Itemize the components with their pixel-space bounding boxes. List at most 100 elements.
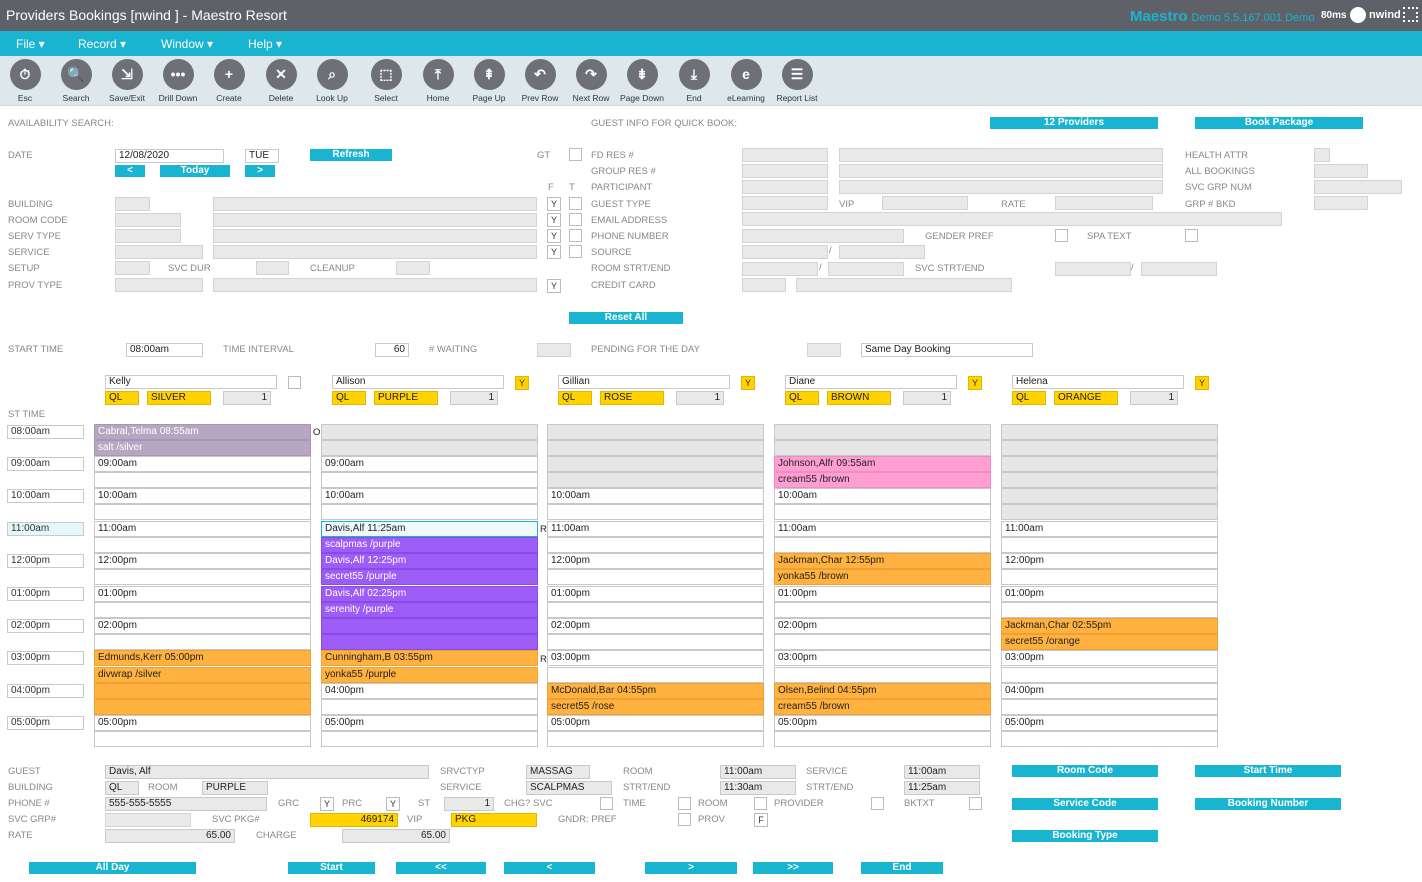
time-slot[interactable]: 08:00am: [7, 425, 84, 439]
schedule-cell[interactable]: [1001, 667, 1218, 683]
toolbar-button-esc[interactable]: ⏱ Esc: [0, 59, 50, 103]
schedule-cell[interactable]: secret55 /purple: [321, 569, 538, 585]
provider-flag[interactable]: Y: [968, 376, 982, 390]
pending-value[interactable]: Same Day Booking: [861, 343, 1033, 357]
search-field-3[interactable]: [115, 245, 203, 259]
providers-button[interactable]: 12 Providers: [990, 117, 1158, 129]
schedule-cell[interactable]: [94, 569, 311, 585]
guest-field-b2[interactable]: [839, 180, 1163, 194]
prev-date-button[interactable]: <: [115, 165, 145, 177]
end-field[interactable]: 11:30am: [720, 781, 796, 795]
schedule-cell[interactable]: cream55 /brown: [774, 699, 991, 715]
menu-record[interactable]: Record ▾: [78, 37, 127, 51]
guest-type-field[interactable]: [742, 196, 828, 210]
pkg-field[interactable]: PKG: [451, 813, 537, 827]
schedule-cell[interactable]: 02:00pm: [774, 618, 991, 634]
time-slot[interactable]: 03:00pm: [7, 651, 84, 665]
toolbar-button-drill-down[interactable]: ••• Drill Down: [153, 59, 203, 103]
guest-field-a1[interactable]: [742, 164, 828, 178]
toolbar-button-select[interactable]: ⬚ Select: [361, 59, 411, 103]
cc-field[interactable]: [742, 278, 786, 292]
guest-checkbox-6[interactable]: [569, 245, 582, 258]
schedule-cell[interactable]: [94, 537, 311, 553]
date-field[interactable]: 12/08/2020: [115, 149, 224, 163]
schedule-cell[interactable]: [1001, 440, 1218, 456]
schedule-cell[interactable]: 04:00pm: [1001, 683, 1218, 699]
schedule-cell[interactable]: salt /silver: [94, 440, 311, 456]
svc-grp-field[interactable]: [1314, 180, 1402, 194]
schedule-cell[interactable]: 11:00am: [94, 521, 311, 537]
action-button-0[interactable]: Room Code: [1012, 765, 1158, 777]
schedule-cell[interactable]: 01:00pm: [1001, 586, 1218, 602]
srvctyp-field[interactable]: MASSAG: [526, 765, 590, 779]
toolbar-button-search[interactable]: 🔍 Search: [51, 59, 101, 103]
guest-checkbox-4[interactable]: [569, 213, 582, 226]
guest-field-a0[interactable]: [742, 148, 828, 162]
nav-button-3[interactable]: <: [504, 862, 595, 874]
schedule-cell[interactable]: [774, 424, 991, 440]
nav-button-5[interactable]: >>: [753, 862, 833, 874]
schedule-cell[interactable]: [547, 602, 764, 618]
cc-field-b[interactable]: [796, 278, 1012, 292]
schedule-cell[interactable]: 03:00pm: [774, 650, 991, 666]
schedule-cell[interactable]: Olsen,Belind 04:55pm: [774, 683, 991, 699]
schedule-cell[interactable]: [1001, 472, 1218, 488]
schedule-cell[interactable]: cream55 /brown: [774, 472, 991, 488]
provider-flag[interactable]: Y: [1195, 376, 1209, 390]
schedule-cell[interactable]: Jackman,Char 12:55pm: [774, 553, 991, 569]
nav-button-1[interactable]: Start: [288, 862, 375, 874]
schedule-cell[interactable]: [1001, 731, 1218, 747]
schedule-cell[interactable]: 01:00pm: [547, 586, 764, 602]
schedule-cell[interactable]: [547, 424, 764, 440]
schedule-cell[interactable]: Edmunds,Kerr 05:00pm: [94, 650, 311, 666]
y-toggle-prov[interactable]: Y: [547, 279, 561, 293]
schedule-cell[interactable]: [547, 569, 764, 585]
toolbar-button-home[interactable]: ⤒ Home: [413, 59, 463, 103]
guest-checkbox-3[interactable]: [569, 197, 582, 210]
guest-field-b0[interactable]: [839, 148, 1163, 162]
schedule-cell[interactable]: [94, 602, 311, 618]
pkg-number[interactable]: 469174: [310, 813, 398, 827]
service-field[interactable]: SCALPMAS: [526, 781, 612, 795]
pending-field[interactable]: [807, 343, 841, 357]
toolbar-button-page-down[interactable]: ⇟ Page Down: [617, 59, 667, 103]
toolbar-button-delete[interactable]: ✕ Delete: [256, 59, 306, 103]
toolbar-button-next-row[interactable]: ↷ Next Row: [566, 59, 616, 103]
schedule-cell[interactable]: [1001, 424, 1218, 440]
guest-field-b1[interactable]: [839, 164, 1163, 178]
schedule-cell[interactable]: [774, 667, 991, 683]
guest-checkbox-5[interactable]: [569, 229, 582, 242]
schedule-cell[interactable]: [94, 699, 311, 715]
action-button-1[interactable]: Start Time: [1195, 765, 1341, 777]
health-field[interactable]: [1314, 148, 1330, 162]
room-checkbox[interactable]: [754, 797, 767, 810]
menu-help[interactable]: Help ▾: [248, 37, 283, 51]
schedule-cell[interactable]: [321, 424, 538, 440]
time-slot[interactable]: 09:00am: [7, 457, 84, 471]
provider-flag[interactable]: [288, 376, 301, 389]
y-toggle-0[interactable]: Y: [547, 197, 561, 211]
source-field[interactable]: [742, 245, 828, 259]
toolbar-button-save-exit[interactable]: ⇲ Save/Exit: [102, 59, 152, 103]
schedule-cell[interactable]: 05:00pm: [547, 715, 764, 731]
schedule-cell[interactable]: serenity /purple: [321, 602, 538, 618]
time-slot[interactable]: 11:00am: [7, 522, 84, 536]
svc-strt-field[interactable]: [1055, 262, 1131, 276]
cleanup-field[interactable]: [396, 261, 430, 275]
schedule-cell[interactable]: [1001, 456, 1218, 472]
provider-name[interactable]: Diane: [785, 375, 957, 389]
waiting-field[interactable]: [537, 343, 571, 357]
user-menu[interactable]: nwind: [1350, 7, 1401, 23]
schedule-cell[interactable]: 01:00pm: [94, 586, 311, 602]
schedule-cell[interactable]: [94, 504, 311, 520]
toolbar-button-page-up[interactable]: ⇞ Page Up: [464, 59, 514, 103]
provider-checkbox[interactable]: [871, 797, 884, 810]
charge-field[interactable]: 65.00: [342, 829, 450, 843]
schedule-cell[interactable]: Johnson,Alfr 09:55am: [774, 456, 991, 472]
schedule-cell[interactable]: [774, 504, 991, 520]
today-button[interactable]: Today: [160, 165, 230, 177]
schedule-cell[interactable]: 11:00am: [547, 521, 764, 537]
time-slot[interactable]: 04:00pm: [7, 684, 84, 698]
toolbar-button-end[interactable]: ⤓ End: [669, 59, 719, 103]
time-slot[interactable]: 10:00am: [7, 489, 84, 503]
